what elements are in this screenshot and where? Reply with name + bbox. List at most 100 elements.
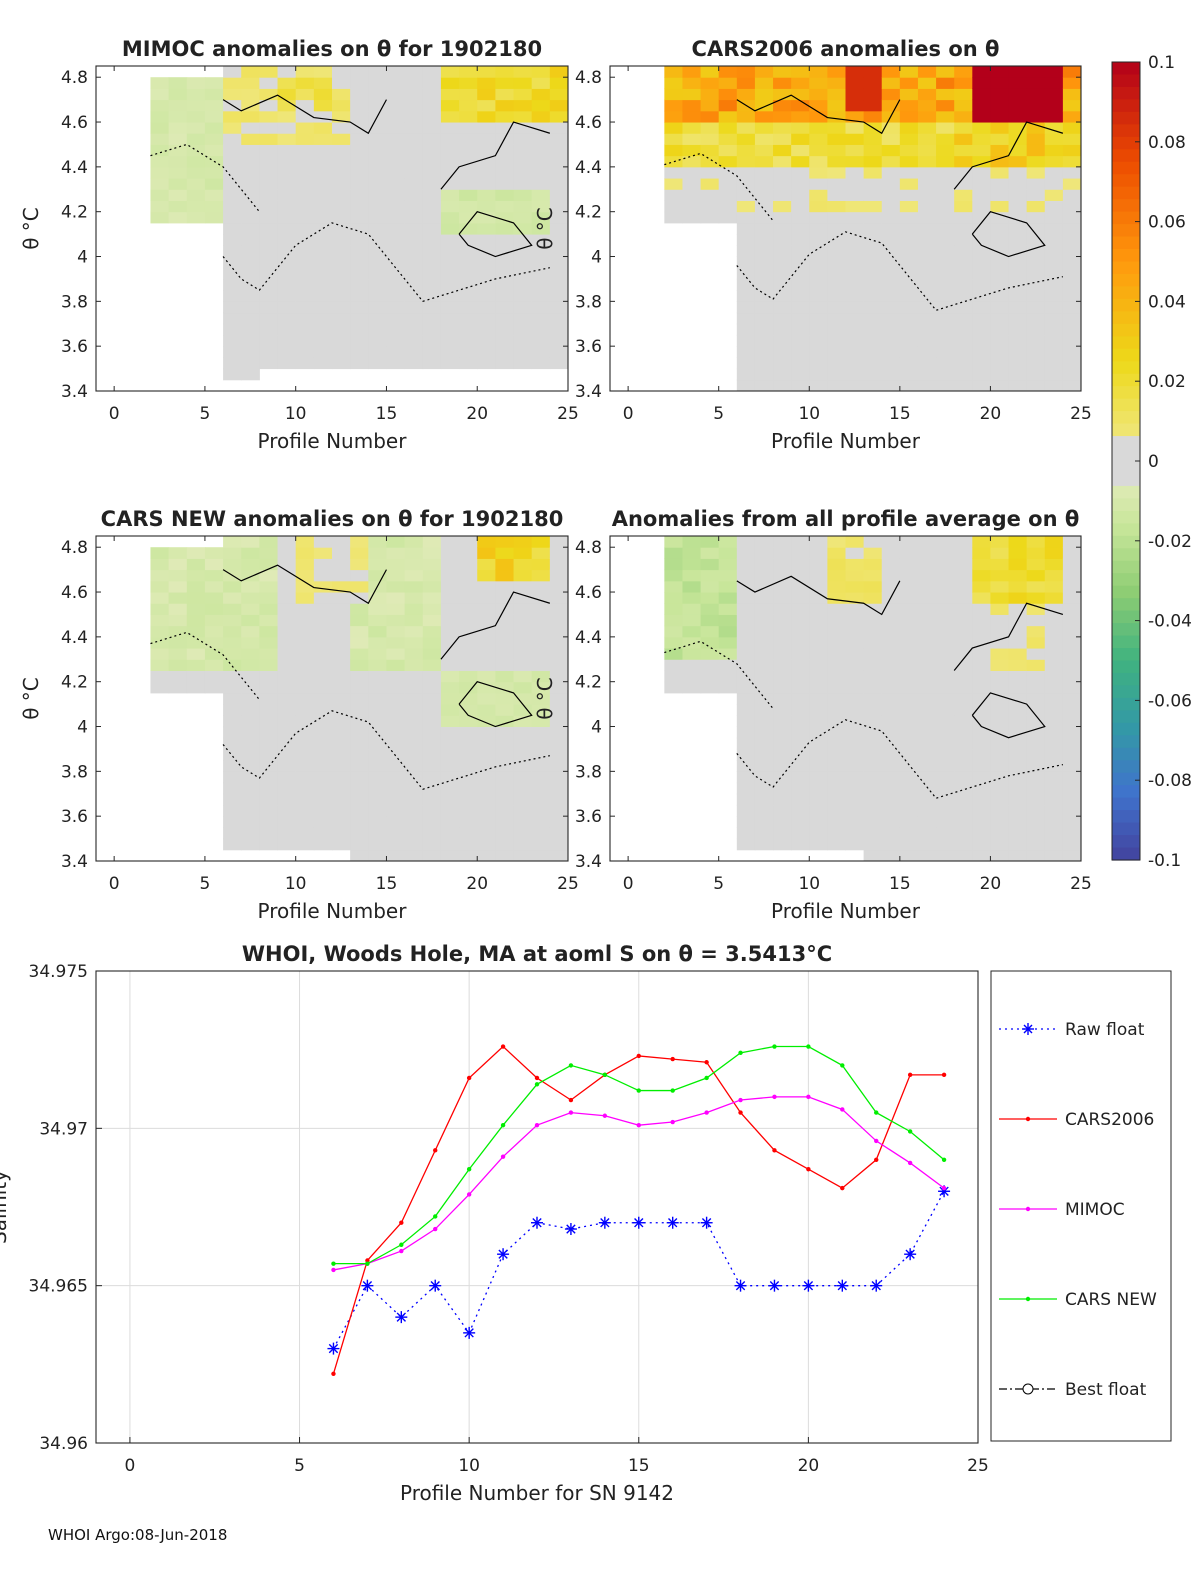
anomaly-cell xyxy=(700,547,720,559)
anomaly-cell xyxy=(1008,312,1028,325)
anomaly-cell xyxy=(917,357,937,370)
anomaly-cell xyxy=(386,793,406,806)
anomaly-cell xyxy=(223,278,242,291)
anomaly-cell xyxy=(150,133,170,145)
anomaly-cell xyxy=(150,614,170,627)
anomaly-cell xyxy=(664,670,683,683)
anomaly-cell xyxy=(899,670,919,683)
anomaly-cell xyxy=(440,222,460,235)
x-axis-label: Profile Number xyxy=(258,899,408,923)
anomaly-cell xyxy=(736,636,756,649)
anomaly-cell xyxy=(881,558,901,571)
anomaly-cell xyxy=(682,558,702,571)
anomaly-cell xyxy=(422,334,442,347)
anomaly-cell xyxy=(422,256,442,269)
anomaly-cell xyxy=(386,346,406,358)
anomaly-cell xyxy=(386,648,406,660)
anomaly-cell xyxy=(863,211,883,224)
anomaly-cell xyxy=(809,648,828,660)
anomaly-cell xyxy=(459,290,478,302)
anomaly-cell xyxy=(736,681,756,694)
anomaly-cell xyxy=(1044,838,1064,851)
anomaly-cell xyxy=(477,189,496,201)
anomaly-cell xyxy=(899,603,919,615)
anomaly-cell xyxy=(736,189,756,201)
anomaly-cell xyxy=(477,256,496,269)
anomaly-cell xyxy=(549,827,569,840)
anomaly-cell xyxy=(1026,323,1046,336)
anomaly-cell xyxy=(1026,681,1046,694)
colorbar-swatch xyxy=(1112,560,1140,574)
colorbar-swatch xyxy=(1112,373,1140,387)
anomaly-cell xyxy=(791,312,810,325)
anomaly-cell xyxy=(1044,88,1064,101)
anomaly-cell xyxy=(718,200,738,213)
anomaly-cell xyxy=(350,849,369,862)
anomaly-cell xyxy=(899,189,919,201)
anomaly-cell xyxy=(899,804,919,817)
data-point xyxy=(365,1258,370,1263)
anomaly-cell xyxy=(531,782,551,795)
anomaly-cell xyxy=(386,77,406,89)
anomaly-cell xyxy=(223,737,242,750)
anomaly-cell xyxy=(682,200,702,213)
anomaly-cell xyxy=(990,547,1010,559)
anomaly-cell xyxy=(736,603,756,615)
anomaly-cell xyxy=(1008,189,1028,201)
anomaly-cell xyxy=(664,614,683,627)
anomaly-cell xyxy=(954,827,973,840)
x-tick-label: 15 xyxy=(628,1456,650,1476)
anomaly-cell xyxy=(549,346,569,358)
anomaly-cell xyxy=(791,625,810,638)
anomaly-cell xyxy=(1026,849,1046,862)
anomaly-cell xyxy=(204,122,224,134)
anomaly-cell xyxy=(368,748,387,761)
anomaly-cell xyxy=(513,659,533,671)
y-tick-label: 4.4 xyxy=(575,628,602,648)
anomaly-cell xyxy=(700,659,720,671)
anomaly-cell xyxy=(1044,692,1064,705)
anomaly-cell xyxy=(332,267,351,280)
anomaly-cell xyxy=(204,636,224,649)
anomaly-cell xyxy=(459,357,478,370)
legend-box xyxy=(990,970,1172,1442)
anomaly-cell xyxy=(791,659,810,671)
anomaly-cell xyxy=(386,66,406,78)
anomaly-cell xyxy=(513,323,533,336)
anomaly-cell xyxy=(736,256,756,269)
anomaly-cell xyxy=(700,178,720,190)
anomaly-cell xyxy=(495,256,515,269)
anomaly-cell xyxy=(736,234,756,246)
anomaly-cell xyxy=(440,77,460,89)
anomaly-cell xyxy=(495,334,515,347)
anomaly-cell xyxy=(791,827,810,840)
anomaly-cell xyxy=(332,200,351,213)
anomaly-cell xyxy=(917,211,937,224)
anomaly-cell xyxy=(495,580,515,593)
anomaly-cell xyxy=(223,88,242,101)
star-stroke xyxy=(905,1249,915,1259)
anomaly-cell xyxy=(917,222,937,235)
anomaly-cell xyxy=(936,178,955,190)
anomaly-cell xyxy=(459,793,478,806)
colorbar-swatch xyxy=(1112,772,1140,786)
anomaly-cell xyxy=(936,849,955,862)
anomaly-cell xyxy=(863,592,883,604)
anomaly-cell xyxy=(422,155,442,168)
anomaly-cell xyxy=(549,323,569,336)
anomaly-cell xyxy=(404,614,424,627)
anomaly-cell xyxy=(736,793,756,806)
anomaly-cell xyxy=(459,245,478,258)
anomaly-cell xyxy=(549,334,569,347)
anomaly-cell xyxy=(404,726,424,739)
y-tick-label: 4.8 xyxy=(61,538,88,558)
anomaly-cell xyxy=(1062,614,1082,627)
anomaly-cell xyxy=(422,278,442,291)
anomaly-cell xyxy=(736,715,756,728)
anomaly-cell xyxy=(1026,133,1046,145)
anomaly-cell xyxy=(845,614,865,627)
anomaly-cell xyxy=(531,278,551,291)
anomaly-cell xyxy=(440,816,460,828)
anomaly-cell xyxy=(827,569,846,582)
anomaly-cell xyxy=(495,301,515,314)
